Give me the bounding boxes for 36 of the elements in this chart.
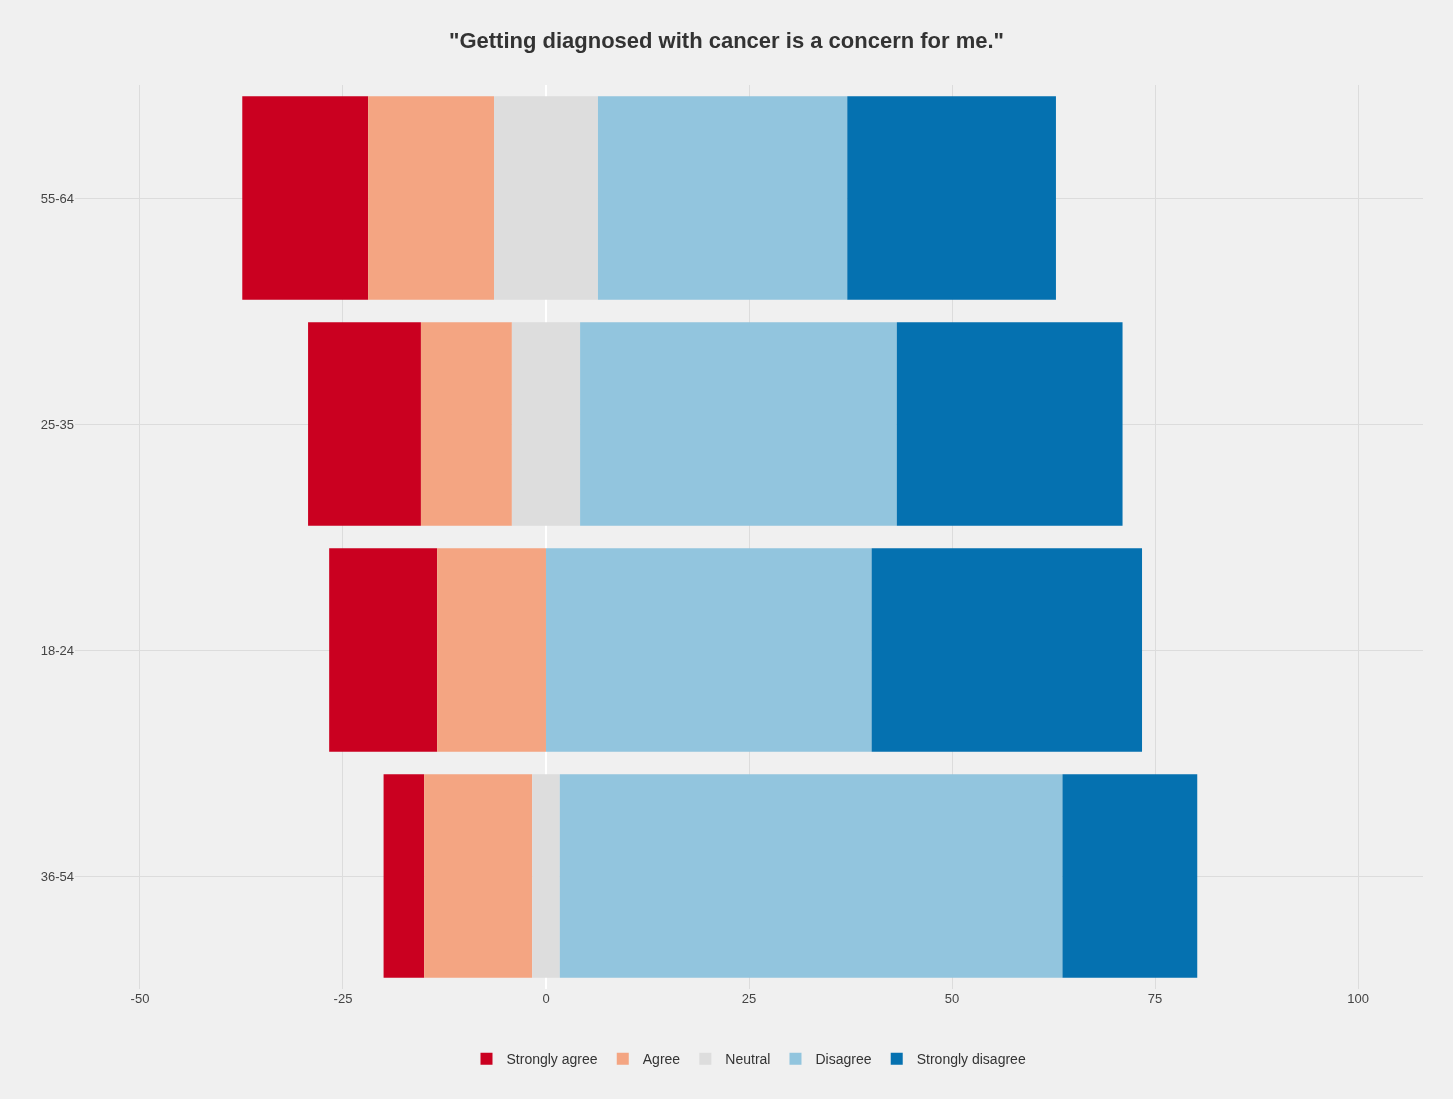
bar [511, 322, 581, 526]
y-tick-label: 55-64 [40, 190, 74, 206]
legend-label: Strongly agree [506, 1051, 598, 1068]
legend-label: Disagree [815, 1051, 872, 1068]
bar [580, 322, 897, 526]
legend-label: Strongly disagree [916, 1051, 1026, 1068]
bar [847, 96, 1056, 300]
x-tick-label: -50 [130, 991, 150, 1006]
x-tick-label: 100 [1347, 991, 1369, 1006]
y-tick-label: 25-35 [40, 416, 74, 432]
bar [494, 96, 598, 300]
bar [329, 548, 438, 752]
x-tick-label: 0 [542, 991, 550, 1006]
y-tick-label: 36-54 [40, 868, 74, 884]
legend-label: Neutral [725, 1051, 771, 1068]
legend-label: Agree [642, 1051, 681, 1068]
bar [532, 774, 560, 978]
y-tick-label: 18-24 [40, 642, 74, 658]
bar [437, 548, 546, 752]
bar [597, 96, 848, 300]
x-tick-label: 50 [944, 991, 960, 1006]
bar [383, 774, 425, 978]
bar [368, 96, 495, 300]
x-tick-label: -25 [333, 991, 353, 1006]
bar [420, 322, 512, 526]
bar [1062, 774, 1198, 978]
bar [308, 322, 421, 526]
bar [545, 548, 872, 752]
x-tick-label: 25 [741, 991, 757, 1006]
bar [559, 774, 1063, 978]
bar [242, 96, 369, 300]
bar [896, 322, 1123, 526]
bar [424, 774, 533, 978]
bar [871, 548, 1143, 752]
x-tick-label: 75 [1147, 991, 1163, 1006]
chart-title: "Getting diagnosed with cancer is a concern for me." [448, 28, 1005, 54]
